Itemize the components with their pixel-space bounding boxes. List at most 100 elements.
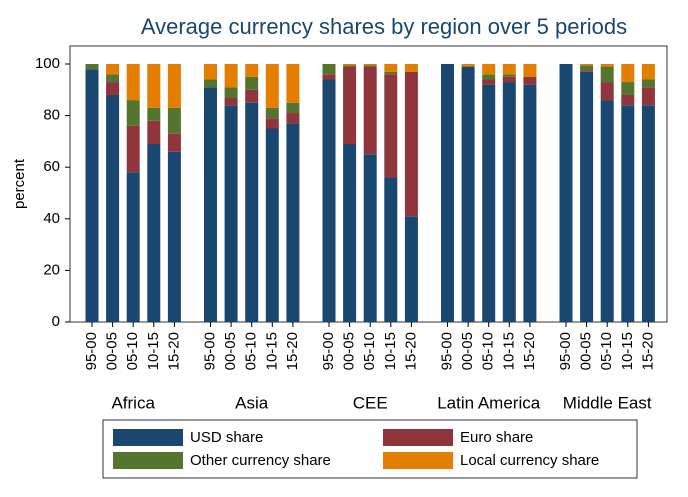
bar-segment [482,84,496,322]
bar-segment [343,143,357,322]
bar-segment [461,66,475,322]
x-tick-label: 00-05 [459,332,476,370]
group-label: Asia [235,393,269,412]
bar-segment [126,125,140,173]
y-tick-label: 80 [43,107,60,124]
bar-segment [641,87,655,106]
bar-segment [621,64,635,83]
y-tick-label: 0 [52,313,60,330]
bar-segment [600,100,614,323]
bar-segment [363,154,377,322]
x-tick-label: 95-00 [438,332,455,370]
bar-segment [322,64,336,75]
bar-segment [126,100,140,126]
bar-segment [384,177,398,322]
bar-segment [147,120,161,144]
legend-swatch [383,429,453,446]
bar-segment [322,79,336,322]
bar-segment [204,79,217,88]
bar-segment [600,82,614,101]
bar-segment [322,74,336,80]
bar-segment [523,76,537,85]
x-tick-label: 00-05 [104,332,121,370]
y-axis-label: percent [11,158,28,209]
bar-segment [126,172,140,322]
y-tick-label: 20 [43,261,60,278]
bar-segment [502,74,516,77]
bar-segment [85,64,99,70]
bar-segment [343,64,357,66]
bar-segment [204,87,217,322]
legend-label: Euro share [460,429,533,446]
y-tick-label: 40 [43,210,60,227]
bar-segment [363,66,377,155]
bar-segment [106,94,120,323]
bar-segment [167,151,181,322]
bar-segment [384,71,398,75]
x-tick-label: 15-20 [165,332,182,370]
bar-segment [286,102,300,114]
legend-label: Other currency share [190,452,331,469]
bar-segment [641,64,655,80]
bar-segment [147,143,161,322]
bar-segment [641,79,655,88]
bar-segment [621,94,635,106]
x-tick-label: 95-00 [83,332,100,370]
bar-segment [580,71,594,323]
bar-segment [224,87,238,98]
bar-segment [580,65,594,71]
x-tick-label: 15-20 [402,332,419,370]
x-tick-label: 00-05 [222,332,239,370]
bar-segment [106,64,120,75]
bar-segment [167,107,181,134]
bar-segment [265,107,279,119]
legend-swatch [113,429,183,446]
bar-segment [482,74,496,80]
x-tick-label: 10-15 [382,332,399,370]
bar-segment [167,133,181,152]
legend-box [102,419,638,479]
bar-segment [265,128,279,322]
bar-segment [441,64,454,322]
bar-segment [580,70,594,72]
bar-segment [224,97,238,106]
bar-segment [404,71,418,217]
bar-segment [523,64,537,77]
bar-segment [286,64,300,103]
bar-segment [363,64,377,66]
bar-segment [600,66,614,83]
x-tick-label: 00-05 [578,332,595,370]
x-tick-label: 10-15 [145,332,162,370]
bar-segment [404,216,418,322]
x-tick-label: 10-15 [263,332,280,370]
bar-segment [600,64,614,67]
bar-segment [224,105,238,322]
bar-segment [147,107,161,121]
y-tick-label: 100 [35,55,60,72]
bar-segment [482,64,496,75]
x-tick-label: 05-10 [124,332,141,370]
bar-segment [343,66,357,144]
bar-segment [245,102,259,322]
bar-segment [126,64,140,101]
bar-segment [641,105,655,322]
x-tick-label: 15-20 [521,332,538,370]
y-tick-label: 60 [43,158,60,175]
bar-segment [502,64,516,75]
chart-title: Average currency shares by region over 5… [141,14,627,39]
group-label: Africa [111,393,155,412]
bar-segment [286,113,300,124]
bar-segment [245,89,259,103]
bar-segment [404,64,418,72]
bar-segment [106,82,120,95]
x-tick-label: 95-00 [201,332,218,370]
bar-segment [523,84,537,322]
bar-segment [621,82,635,95]
x-tick-label: 05-10 [480,332,497,370]
bar-segment [265,64,279,108]
group-label: Latin America [437,393,541,412]
bar-segment [167,64,181,108]
x-tick-label: 95-00 [557,332,574,370]
bar-segment [363,65,377,67]
x-tick-label: 15-20 [284,332,301,370]
